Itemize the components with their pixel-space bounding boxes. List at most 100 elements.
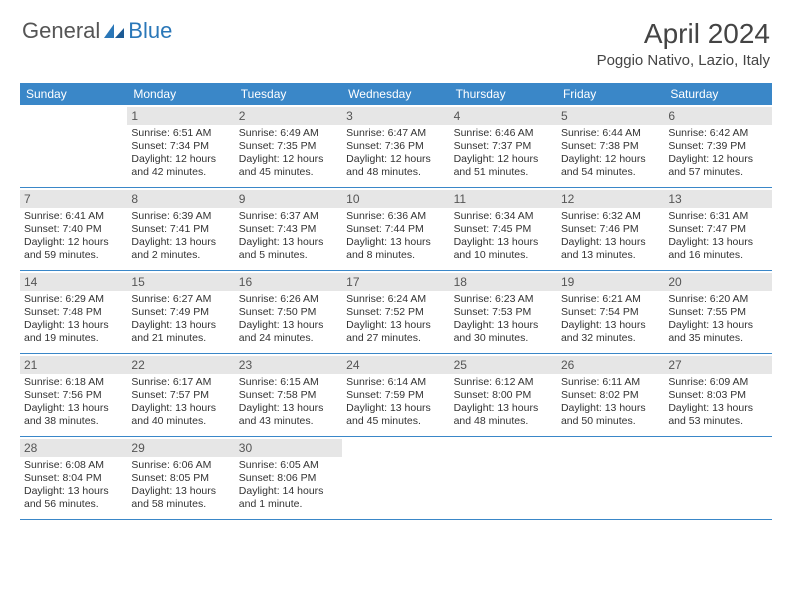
sunrise-text: Sunrise: 6:37 AM: [239, 210, 338, 223]
day-number: 10: [342, 190, 449, 208]
sunset-text: Sunset: 7:41 PM: [131, 223, 230, 236]
brand-part2: Blue: [128, 18, 172, 44]
day-number: 15: [127, 273, 234, 291]
daylight-text: Daylight: 13 hours and 53 minutes.: [668, 402, 767, 428]
calendar-week: 1Sunrise: 6:51 AMSunset: 7:34 PMDaylight…: [20, 105, 772, 188]
daylight-text: Daylight: 12 hours and 57 minutes.: [668, 153, 767, 179]
day-number: [557, 439, 664, 443]
day-number: 8: [127, 190, 234, 208]
sunset-text: Sunset: 7:59 PM: [346, 389, 445, 402]
day-number: 4: [450, 107, 557, 125]
day-number: 14: [20, 273, 127, 291]
day-number: 29: [127, 439, 234, 457]
daylight-text: Daylight: 13 hours and 48 minutes.: [454, 402, 553, 428]
day-number: 26: [557, 356, 664, 374]
sunset-text: Sunset: 7:35 PM: [239, 140, 338, 153]
calendar-cell: 2Sunrise: 6:49 AMSunset: 7:35 PMDaylight…: [235, 105, 342, 187]
brand-part1: General: [22, 18, 100, 44]
sunset-text: Sunset: 7:50 PM: [239, 306, 338, 319]
calendar-cell: [450, 437, 557, 519]
sunset-text: Sunset: 7:54 PM: [561, 306, 660, 319]
sunset-text: Sunset: 8:06 PM: [239, 472, 338, 485]
day-number: 11: [450, 190, 557, 208]
sunset-text: Sunset: 7:44 PM: [346, 223, 445, 236]
sail-icon: [102, 22, 126, 40]
sunrise-text: Sunrise: 6:24 AM: [346, 293, 445, 306]
sunrise-text: Sunrise: 6:14 AM: [346, 376, 445, 389]
calendar-cell: 12Sunrise: 6:32 AMSunset: 7:46 PMDayligh…: [557, 188, 664, 270]
calendar-cell: 22Sunrise: 6:17 AMSunset: 7:57 PMDayligh…: [127, 354, 234, 436]
daylight-text: Daylight: 13 hours and 30 minutes.: [454, 319, 553, 345]
sunset-text: Sunset: 7:58 PM: [239, 389, 338, 402]
day-number: 12: [557, 190, 664, 208]
sunrise-text: Sunrise: 6:23 AM: [454, 293, 553, 306]
sunset-text: Sunset: 7:38 PM: [561, 140, 660, 153]
day-number: 13: [664, 190, 771, 208]
sunrise-text: Sunrise: 6:21 AM: [561, 293, 660, 306]
day-number: 16: [235, 273, 342, 291]
calendar-cell: 11Sunrise: 6:34 AMSunset: 7:45 PMDayligh…: [450, 188, 557, 270]
page-header: General Blue April 2024 Poggio Nativo, L…: [0, 0, 792, 77]
calendar-week: 7Sunrise: 6:41 AMSunset: 7:40 PMDaylight…: [20, 188, 772, 271]
calendar-cell: [20, 105, 127, 187]
calendar-cell: 10Sunrise: 6:36 AMSunset: 7:44 PMDayligh…: [342, 188, 449, 270]
daylight-text: Daylight: 13 hours and 45 minutes.: [346, 402, 445, 428]
sunrise-text: Sunrise: 6:29 AM: [24, 293, 123, 306]
calendar-cell: [664, 437, 771, 519]
day-number: 30: [235, 439, 342, 457]
day-number: 20: [664, 273, 771, 291]
sunrise-text: Sunrise: 6:41 AM: [24, 210, 123, 223]
sunrise-text: Sunrise: 6:36 AM: [346, 210, 445, 223]
sunset-text: Sunset: 7:37 PM: [454, 140, 553, 153]
sunset-text: Sunset: 8:03 PM: [668, 389, 767, 402]
calendar-week: 21Sunrise: 6:18 AMSunset: 7:56 PMDayligh…: [20, 354, 772, 437]
calendar-week: 28Sunrise: 6:08 AMSunset: 8:04 PMDayligh…: [20, 437, 772, 520]
sunrise-text: Sunrise: 6:18 AM: [24, 376, 123, 389]
calendar-cell: 23Sunrise: 6:15 AMSunset: 7:58 PMDayligh…: [235, 354, 342, 436]
calendar-cell: 26Sunrise: 6:11 AMSunset: 8:02 PMDayligh…: [557, 354, 664, 436]
day-number: [20, 107, 127, 111]
calendar-cell: 27Sunrise: 6:09 AMSunset: 8:03 PMDayligh…: [664, 354, 771, 436]
day-number: [450, 439, 557, 443]
calendar-cell: 16Sunrise: 6:26 AMSunset: 7:50 PMDayligh…: [235, 271, 342, 353]
sunset-text: Sunset: 7:55 PM: [668, 306, 767, 319]
sunrise-text: Sunrise: 6:42 AM: [668, 127, 767, 140]
calendar-cell: 21Sunrise: 6:18 AMSunset: 7:56 PMDayligh…: [20, 354, 127, 436]
calendar-cell: 18Sunrise: 6:23 AMSunset: 7:53 PMDayligh…: [450, 271, 557, 353]
daylight-text: Daylight: 12 hours and 45 minutes.: [239, 153, 338, 179]
sunrise-text: Sunrise: 6:31 AM: [668, 210, 767, 223]
day-header-thu: Thursday: [450, 83, 557, 105]
daylight-text: Daylight: 13 hours and 50 minutes.: [561, 402, 660, 428]
calendar-grid: Sunday Monday Tuesday Wednesday Thursday…: [20, 83, 772, 520]
calendar-cell: 5Sunrise: 6:44 AMSunset: 7:38 PMDaylight…: [557, 105, 664, 187]
sunset-text: Sunset: 7:40 PM: [24, 223, 123, 236]
month-title: April 2024: [597, 18, 770, 50]
sunrise-text: Sunrise: 6:17 AM: [131, 376, 230, 389]
daylight-text: Daylight: 13 hours and 58 minutes.: [131, 485, 230, 511]
sunrise-text: Sunrise: 6:51 AM: [131, 127, 230, 140]
daylight-text: Daylight: 13 hours and 19 minutes.: [24, 319, 123, 345]
sunrise-text: Sunrise: 6:09 AM: [668, 376, 767, 389]
sunset-text: Sunset: 7:49 PM: [131, 306, 230, 319]
daylight-text: Daylight: 14 hours and 1 minute.: [239, 485, 338, 511]
sunset-text: Sunset: 7:34 PM: [131, 140, 230, 153]
day-header-mon: Monday: [127, 83, 234, 105]
sunset-text: Sunset: 7:45 PM: [454, 223, 553, 236]
sunrise-text: Sunrise: 6:34 AM: [454, 210, 553, 223]
day-number: 23: [235, 356, 342, 374]
daylight-text: Daylight: 12 hours and 59 minutes.: [24, 236, 123, 262]
sunrise-text: Sunrise: 6:11 AM: [561, 376, 660, 389]
weeks-container: 1Sunrise: 6:51 AMSunset: 7:34 PMDaylight…: [20, 105, 772, 520]
sunset-text: Sunset: 7:46 PM: [561, 223, 660, 236]
sunset-text: Sunset: 8:04 PM: [24, 472, 123, 485]
day-number: 2: [235, 107, 342, 125]
sunset-text: Sunset: 7:52 PM: [346, 306, 445, 319]
sunrise-text: Sunrise: 6:44 AM: [561, 127, 660, 140]
calendar-cell: 25Sunrise: 6:12 AMSunset: 8:00 PMDayligh…: [450, 354, 557, 436]
daylight-text: Daylight: 13 hours and 5 minutes.: [239, 236, 338, 262]
calendar-cell: [342, 437, 449, 519]
sunrise-text: Sunrise: 6:26 AM: [239, 293, 338, 306]
calendar-cell: 28Sunrise: 6:08 AMSunset: 8:04 PMDayligh…: [20, 437, 127, 519]
daylight-text: Daylight: 13 hours and 2 minutes.: [131, 236, 230, 262]
sunset-text: Sunset: 7:48 PM: [24, 306, 123, 319]
